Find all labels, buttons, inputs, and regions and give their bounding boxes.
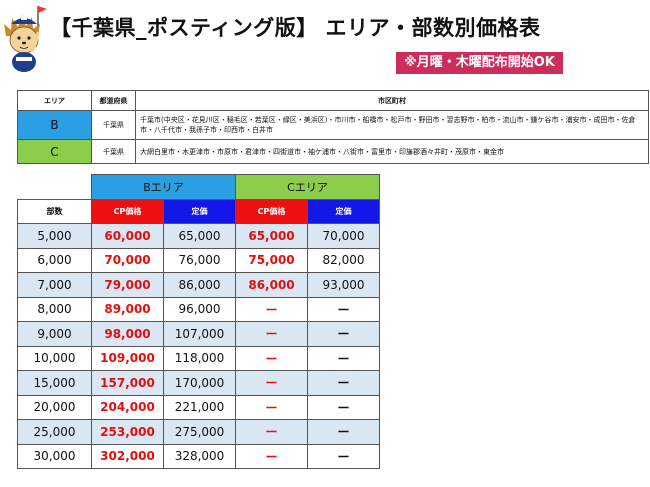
price-row: 20,000 204,000 221,000 ー ー xyxy=(17,394,380,420)
area-c-cp-cell: ー xyxy=(235,321,308,347)
area-row-b: B 千葉県 千葉市(中央区・花見川区・稲毛区・若葉区・緑区・美浜区)・市川市・船… xyxy=(17,110,649,140)
area-b-cp-cell: 109,000 xyxy=(91,345,164,371)
area-b-list-cell: 275,000 xyxy=(163,419,236,445)
area-c-list-cell: 82,000 xyxy=(307,247,380,273)
area-c-cp-cell: ー xyxy=(235,443,308,469)
area-c-cp-cell: 75,000 xyxy=(235,247,308,273)
area-b-label: B xyxy=(17,110,92,140)
price-row: 30,000 302,000 328,000 ー ー xyxy=(17,443,380,469)
area-c-list-cell: 93,000 xyxy=(307,272,380,298)
area-c-cp-header: CP価格 xyxy=(235,199,308,224)
area-b-list-cell: 76,000 xyxy=(163,247,236,273)
quantity-cell: 30,000 xyxy=(17,443,92,469)
quantity-cell: 10,000 xyxy=(17,345,92,371)
area-b-cp-cell: 60,000 xyxy=(91,223,164,249)
price-row: 25,000 253,000 275,000 ー ー xyxy=(17,419,380,445)
area-c-cp-cell: ー xyxy=(235,345,308,371)
price-row: 10,000 109,000 118,000 ー ー xyxy=(17,345,380,371)
price-table: Bエリア Cエリア 部数 CP価格 定価 CP価格 定価 5,000 60,00… xyxy=(17,174,380,469)
area-b-list-cell: 65,000 xyxy=(163,223,236,249)
area-b-cp-cell: 98,000 xyxy=(91,321,164,347)
area-c-list-cell: ー xyxy=(307,419,380,445)
prefecture-header: 都道府県 xyxy=(91,90,136,111)
area-c-label: C xyxy=(17,139,92,164)
area-b-list-header: 定価 xyxy=(163,199,236,224)
page-title: 【千葉県_ポスティング版】 エリア・部数別価格表 xyxy=(50,16,541,40)
area-b-cp-cell: 157,000 xyxy=(91,370,164,396)
area-b-cp-cell: 79,000 xyxy=(91,272,164,298)
quantity-cell: 9,000 xyxy=(17,321,92,347)
quantity-cell: 6,000 xyxy=(17,247,92,273)
area-c-list-cell: ー xyxy=(307,443,380,469)
price-row: 9,000 98,000 107,000 ー ー xyxy=(17,321,380,347)
area-b-cp-cell: 204,000 xyxy=(91,394,164,420)
area-b-cp-cell: 89,000 xyxy=(91,296,164,322)
area-b-cp-cell: 253,000 xyxy=(91,419,164,445)
area-b-cp-cell: 302,000 xyxy=(91,443,164,469)
area-table: エリア 都道府県 市区町村 B 千葉県 千葉市(中央区・花見川区・稲毛区・若葉区… xyxy=(17,90,649,164)
cities-header: 市区町村 xyxy=(135,90,649,111)
quantity-cell: 7,000 xyxy=(17,272,92,298)
area-b-header: Bエリア xyxy=(91,174,236,200)
price-row: 6,000 70,000 76,000 75,000 82,000 xyxy=(17,247,380,273)
area-c-list-cell: ー xyxy=(307,296,380,322)
area-c-prefecture: 千葉県 xyxy=(91,139,136,164)
quantity-cell: 15,000 xyxy=(17,370,92,396)
area-b-list-cell: 328,000 xyxy=(163,443,236,469)
quantity-cell: 8,000 xyxy=(17,296,92,322)
area-c-cp-cell: ー xyxy=(235,419,308,445)
area-header: エリア xyxy=(17,90,92,111)
monday-thursday-notice-badge: ※月曜・木曜配布開始OK xyxy=(396,52,563,74)
quantity-cell: 5,000 xyxy=(17,223,92,249)
area-b-list-cell: 118,000 xyxy=(163,345,236,371)
area-c-list-cell: 70,000 xyxy=(307,223,380,249)
price-area-header-row: Bエリア Cエリア xyxy=(18,174,380,200)
area-c-list-header: 定価 xyxy=(307,199,380,224)
area-c-cp-cell: 86,000 xyxy=(235,272,308,298)
area-b-list-cell: 170,000 xyxy=(163,370,236,396)
area-b-prefecture: 千葉県 xyxy=(91,110,136,140)
area-c-cities: 大網白里市・木更津市・市原市・君津市・四街道市・袖ケ浦市・八街市・富里市・印旛郡… xyxy=(135,139,649,164)
area-b-cp-header: CP価格 xyxy=(91,199,164,224)
quantity-header: 部数 xyxy=(17,199,92,224)
price-row: 8,000 89,000 96,000 ー ー xyxy=(17,296,380,322)
price-row: 7,000 79,000 86,000 86,000 93,000 xyxy=(17,272,380,298)
area-row-c: C 千葉県 大網白里市・木更津市・市原市・君津市・四街道市・袖ケ浦市・八街市・富… xyxy=(17,139,649,164)
area-c-list-cell: ー xyxy=(307,394,380,420)
area-c-cp-cell: ー xyxy=(235,296,308,322)
price-row: 15,000 157,000 170,000 ー ー xyxy=(17,370,380,396)
area-c-cp-cell: ー xyxy=(235,394,308,420)
area-c-list-cell: ー xyxy=(307,345,380,371)
area-c-list-cell: ー xyxy=(307,370,380,396)
area-b-list-cell: 107,000 xyxy=(163,321,236,347)
area-b-cp-cell: 70,000 xyxy=(91,247,164,273)
area-c-cp-cell: ー xyxy=(235,370,308,396)
area-b-cities: 千葉市(中央区・花見川区・稲毛区・若葉区・緑区・美浜区)・市川市・船橋市・松戸市… xyxy=(135,110,649,140)
area-c-header: Cエリア xyxy=(235,174,380,200)
area-b-list-cell: 86,000 xyxy=(163,272,236,298)
price-column-header-row: 部数 CP価格 定価 CP価格 定価 xyxy=(17,199,380,224)
area-c-cp-cell: 65,000 xyxy=(235,223,308,249)
quantity-cell: 25,000 xyxy=(17,419,92,445)
area-c-list-cell: ー xyxy=(307,321,380,347)
blank-corner xyxy=(18,175,92,200)
area-b-list-cell: 96,000 xyxy=(163,296,236,322)
area-b-list-cell: 221,000 xyxy=(163,394,236,420)
quantity-cell: 20,000 xyxy=(17,394,92,420)
area-table-header-row: エリア 都道府県 市区町村 xyxy=(17,90,649,111)
hedgehog-mascot-icon xyxy=(4,6,47,72)
price-row: 5,000 60,000 65,000 65,000 70,000 xyxy=(17,223,380,249)
